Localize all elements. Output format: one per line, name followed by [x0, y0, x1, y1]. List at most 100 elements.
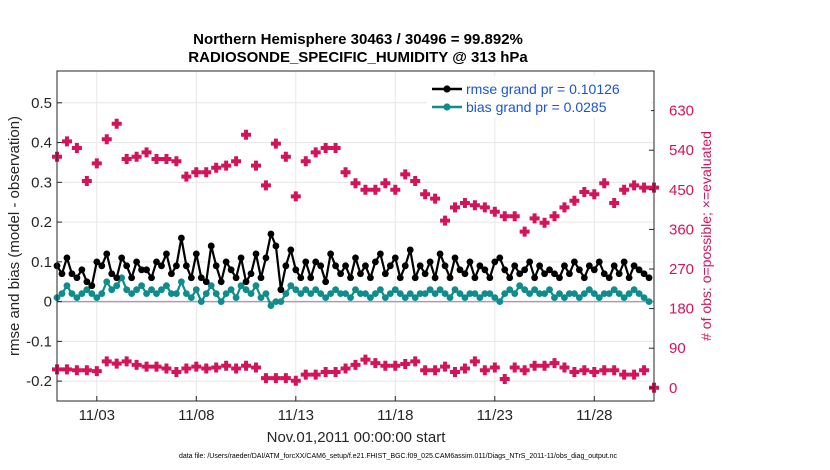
- obs-evaluated-marker: [450, 366, 460, 377]
- obs-possible-marker: [459, 198, 470, 208]
- obs-possible-marker: [181, 171, 192, 182]
- bias-point: [133, 286, 141, 294]
- obs-evaluated-marker: [310, 369, 321, 380]
- rmse-point: [585, 262, 593, 270]
- obs-possible-marker: [231, 156, 242, 167]
- rmse-point: [476, 262, 484, 270]
- bias-point: [600, 290, 608, 298]
- rmse-point: [118, 254, 126, 262]
- obs-possible-marker: [141, 147, 152, 158]
- rmse-point: [456, 266, 464, 274]
- bias-point: [511, 290, 519, 298]
- bias-point: [118, 274, 126, 282]
- bias-point: [182, 290, 190, 298]
- rmse-point: [516, 270, 524, 278]
- obs-evaluated-marker: [430, 365, 441, 376]
- bias-point: [247, 290, 255, 298]
- obs-evaluated-marker: [61, 364, 72, 375]
- bias-point: [68, 290, 76, 298]
- rmse-point: [227, 266, 235, 274]
- obs-possible-marker: [310, 147, 321, 158]
- rmse-point: [177, 234, 185, 242]
- obs-possible-marker: [469, 200, 480, 211]
- rmse-point: [78, 266, 86, 274]
- rmse-point: [242, 278, 250, 286]
- rmse-point: [551, 270, 558, 278]
- x-tick-label: 11/08: [178, 407, 214, 424]
- bias-point: [411, 294, 419, 302]
- rmse-point: [58, 270, 66, 278]
- rmse-point: [521, 266, 529, 274]
- obs-evaluated-marker: [390, 360, 401, 371]
- rmse-point: [73, 274, 81, 282]
- bias-point: [78, 290, 86, 298]
- legend: rmse grand pr = 0.10126 bias grand pr = …: [427, 76, 651, 118]
- obs-possible-marker: [131, 151, 142, 162]
- rmse-point: [491, 258, 499, 266]
- rmse-point: [173, 262, 180, 270]
- bias-point: [536, 290, 543, 298]
- obs-evaluated-marker: [101, 356, 112, 367]
- rmse-point: [595, 258, 603, 266]
- rmse-point: [625, 274, 633, 282]
- y-tick-label: 0.2: [31, 214, 52, 231]
- bias-point: [202, 290, 210, 298]
- obs-possible-marker: [579, 187, 590, 197]
- rmse-point: [148, 274, 155, 282]
- obs-possible-marker: [589, 189, 600, 200]
- obs-evaluated-marker: [350, 359, 361, 370]
- obs-evaluated-marker: [509, 362, 520, 373]
- bias-point: [451, 286, 459, 294]
- bias-point: [252, 282, 260, 290]
- rmse-point: [466, 258, 474, 266]
- obs-possible-marker: [400, 169, 411, 180]
- obs-evaluated-marker: [251, 362, 261, 373]
- obs-evaluated-marker: [91, 366, 102, 377]
- bias-point: [615, 290, 623, 298]
- obs-possible-marker: [639, 182, 650, 193]
- bias-point: [625, 290, 633, 298]
- rmse-point: [357, 270, 364, 278]
- rmse-point: [396, 274, 404, 282]
- bias-point: [307, 290, 315, 298]
- bias-point: [561, 294, 568, 302]
- rmse-point: [158, 262, 165, 270]
- rmse-point: [486, 274, 494, 282]
- obs-evaluated-marker: [420, 365, 431, 376]
- rmse-point: [133, 258, 141, 266]
- rmse-point: [88, 282, 96, 290]
- bias-point: [103, 278, 111, 286]
- bias-point: [242, 286, 250, 294]
- bias-point: [222, 290, 230, 298]
- obs-evaluated-marker: [489, 362, 500, 373]
- obs-evaluated-marker: [579, 365, 590, 376]
- rmse-point: [247, 270, 255, 278]
- bias-point: [635, 290, 643, 298]
- rmse-point: [347, 274, 354, 282]
- obs-evaluated-marker: [111, 358, 122, 369]
- bias-point: [63, 282, 71, 290]
- obs-possible-marker: [81, 176, 92, 186]
- bias-point: [396, 290, 404, 298]
- rmse-point: [401, 262, 409, 270]
- obs-possible-marker: [280, 151, 291, 162]
- obs-evaluated-marker: [529, 360, 540, 371]
- obs-evaluated-marker: [300, 369, 311, 380]
- obs-evaluated-marker: [400, 359, 411, 370]
- rmse-point: [138, 266, 145, 274]
- bias-point: [357, 290, 364, 298]
- rmse-point: [496, 254, 504, 262]
- rmse-point: [640, 270, 648, 278]
- rmse-point: [222, 258, 230, 266]
- bias-point: [212, 290, 220, 298]
- bias-point: [640, 294, 648, 302]
- obs-possible-marker: [420, 189, 431, 200]
- rmse-point: [536, 262, 543, 270]
- obs-possible-marker: [300, 156, 311, 167]
- rmse-point: [123, 262, 131, 270]
- obs-evaluated-marker: [280, 373, 291, 384]
- obs-possible-marker: [529, 213, 540, 224]
- obs-possible-marker: [290, 191, 301, 202]
- rmse-point: [645, 274, 653, 282]
- rmse-point: [302, 258, 310, 266]
